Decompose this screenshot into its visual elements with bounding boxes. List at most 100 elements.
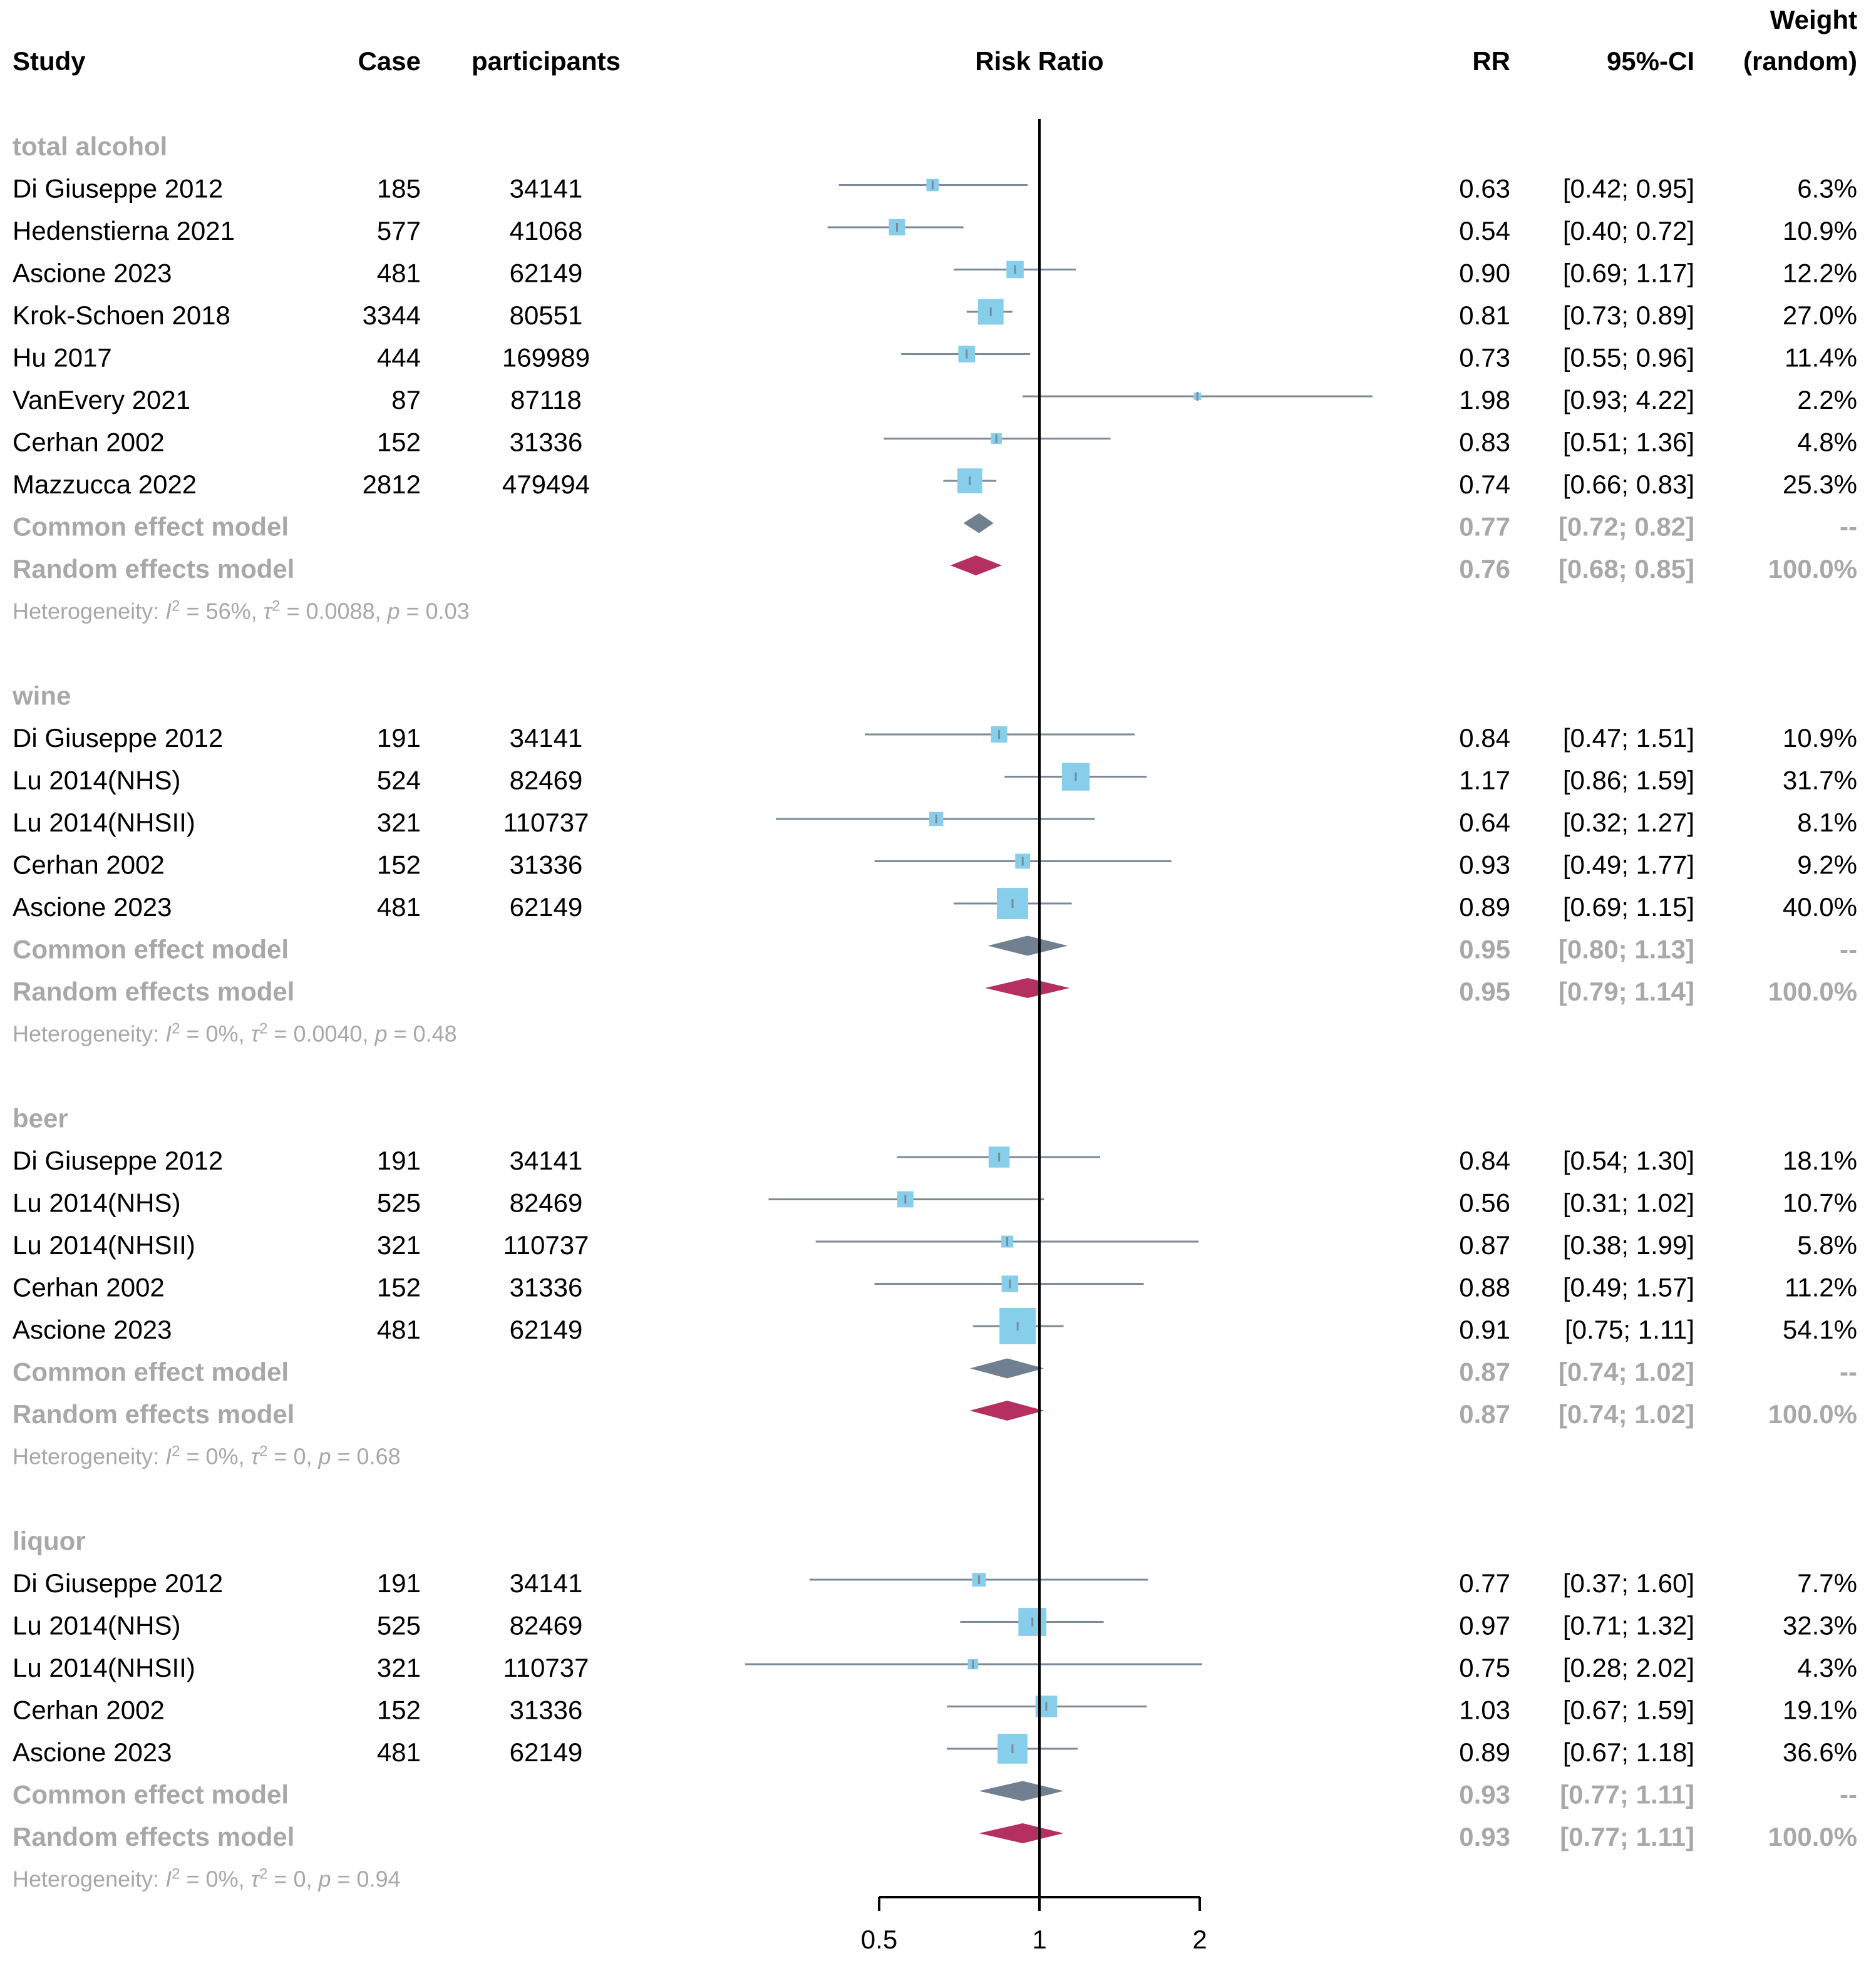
random-effects-rr: 0.95: [1459, 977, 1510, 1006]
random-effects-ci: [0.79; 1.14]: [1559, 977, 1694, 1006]
study-ci: [0.66; 0.83]: [1563, 470, 1694, 499]
common-effect-ci: [0.80; 1.13]: [1559, 935, 1694, 964]
common-effect-rr: 0.93: [1459, 1780, 1510, 1809]
study-weight: 4.8%: [1797, 428, 1857, 457]
common-effect-rr: 0.87: [1459, 1357, 1510, 1387]
study-ci: [0.51; 1.36]: [1563, 428, 1694, 457]
study-rr: 0.93: [1459, 850, 1510, 880]
study-ci: [0.73; 0.89]: [1563, 301, 1694, 330]
header-ci: 95%-CI: [1607, 46, 1694, 76]
common-effect-ci: [0.74; 1.02]: [1559, 1357, 1694, 1387]
study-case: 444: [377, 343, 421, 373]
study-rr: 0.90: [1459, 259, 1510, 288]
study-case: 191: [377, 1146, 421, 1175]
study-participants: 62149: [510, 1737, 583, 1767]
study-ci: [0.42; 0.95]: [1563, 174, 1694, 203]
header-weight-random: (random): [1743, 46, 1857, 76]
common-effect-diamond: [979, 1781, 1064, 1801]
study-case: 152: [377, 1696, 421, 1725]
study-rr: 0.54: [1459, 216, 1510, 245]
study-ci: [0.93; 4.22]: [1563, 385, 1694, 414]
study-participants: 34141: [510, 723, 583, 753]
study-rr: 0.83: [1459, 428, 1510, 457]
study-ci: [0.75; 1.11]: [1565, 1315, 1694, 1344]
study-participants: 62149: [510, 892, 583, 922]
study-weight: 32.3%: [1783, 1611, 1857, 1640]
study-case: 321: [377, 808, 421, 837]
study-rr: 0.81: [1459, 301, 1510, 330]
study-participants: 41068: [510, 216, 583, 245]
study-ci: [0.40; 0.72]: [1563, 216, 1694, 245]
study-weight: 31.7%: [1783, 766, 1857, 795]
study-participants: 110737: [503, 1653, 589, 1682]
study-weight: 11.4%: [1785, 343, 1857, 373]
study-ci: [0.38; 1.99]: [1563, 1230, 1694, 1260]
study-rr: 1.17: [1459, 766, 1510, 795]
study-participants: 82469: [510, 1188, 583, 1218]
study-case: 321: [377, 1653, 421, 1682]
study-name: Lu 2014(NHS): [13, 766, 180, 795]
common-effect-rr: 0.95: [1459, 935, 1510, 964]
study-weight: 9.2%: [1797, 850, 1857, 880]
common-effect-diamond: [963, 513, 994, 533]
study-weight: 40.0%: [1783, 892, 1857, 922]
study-participants: 31336: [510, 1273, 583, 1302]
study-weight: 36.6%: [1783, 1737, 1857, 1767]
study-name: Di Giuseppe 2012: [13, 1146, 223, 1175]
study-participants: 479494: [502, 470, 590, 499]
study-weight: 12.2%: [1783, 259, 1857, 288]
random-effects-ci: [0.68; 0.85]: [1559, 554, 1694, 584]
study-case: 2812: [363, 470, 421, 499]
common-effect-label: Common effect model: [13, 1357, 289, 1387]
random-effects-label: Random effects model: [13, 1822, 294, 1851]
random-effects-label: Random effects model: [13, 977, 294, 1006]
subgroup-title: wine: [12, 681, 71, 711]
study-weight: 18.1%: [1783, 1146, 1857, 1175]
random-effects-diamond: [984, 978, 1070, 998]
study-name: Hedenstierna 2021: [13, 216, 235, 245]
header-participants: participants: [472, 46, 621, 76]
study-case: 321: [377, 1230, 421, 1260]
random-effects-rr: 0.87: [1459, 1399, 1510, 1429]
x-tick-label: 1: [1032, 1925, 1046, 1954]
study-weight: 8.1%: [1797, 808, 1857, 837]
study-rr: 0.63: [1459, 174, 1510, 203]
study-case: 481: [377, 892, 421, 922]
study-name: Ascione 2023: [13, 259, 172, 288]
study-case: 524: [377, 766, 421, 795]
study-name: Krok-Schoen 2018: [13, 301, 230, 330]
study-name: Lu 2014(NHS): [13, 1611, 180, 1640]
header-rr: RR: [1472, 46, 1510, 76]
study-ci: [0.69; 1.15]: [1563, 892, 1694, 922]
random-effects-rr: 0.93: [1459, 1822, 1510, 1851]
random-effects-diamond: [979, 1823, 1064, 1843]
random-effects-weight: 100.0%: [1768, 554, 1857, 584]
study-rr: 0.88: [1459, 1273, 1510, 1302]
study-participants: 87118: [510, 385, 582, 414]
study-participants: 34141: [510, 1146, 583, 1175]
heterogeneity-text: Heterogeneity: I2 = 56%, τ2 = 0.0088, p …: [13, 597, 470, 624]
study-name: Lu 2014(NHS): [13, 1188, 180, 1218]
study-case: 525: [377, 1611, 421, 1640]
common-effect-weight: --: [1840, 1357, 1857, 1387]
study-weight: 5.8%: [1797, 1230, 1857, 1260]
study-rr: 0.56: [1459, 1188, 1510, 1218]
study-ci: [0.67; 1.18]: [1563, 1737, 1694, 1767]
study-rr: 0.84: [1459, 723, 1510, 753]
study-weight: 27.0%: [1783, 301, 1857, 330]
study-participants: 110737: [503, 1230, 589, 1260]
common-effect-weight: --: [1840, 1780, 1857, 1809]
common-effect-label: Common effect model: [13, 1780, 289, 1809]
study-ci: [0.86; 1.59]: [1563, 766, 1694, 795]
study-ci: [0.31; 1.02]: [1563, 1188, 1694, 1218]
study-name: Di Giuseppe 2012: [13, 1568, 223, 1598]
random-effects-weight: 100.0%: [1768, 1399, 1857, 1429]
study-rr: 0.64: [1459, 808, 1510, 837]
study-rr: 1.98: [1459, 385, 1510, 414]
common-effect-label: Common effect model: [13, 512, 289, 542]
study-name: Hu 2017: [13, 343, 112, 373]
study-name: Lu 2014(NHSII): [13, 1230, 195, 1260]
study-participants: 34141: [510, 1568, 583, 1598]
study-case: 481: [377, 259, 421, 288]
common-effect-rr: 0.77: [1459, 512, 1510, 542]
